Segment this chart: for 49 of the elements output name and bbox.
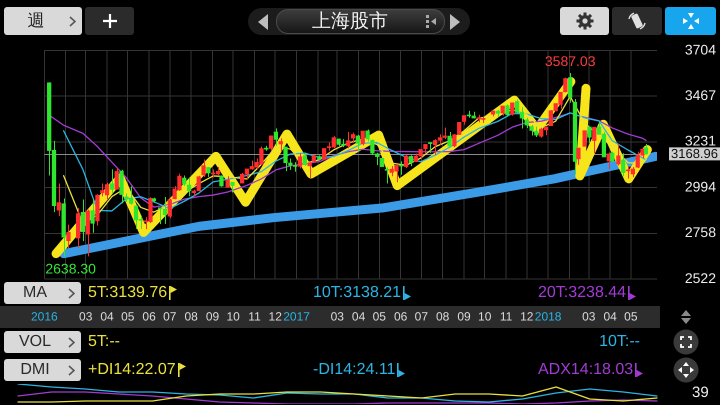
ref-line-label: 3168.96 (671, 146, 718, 161)
x-tick-label: 11 (500, 310, 513, 324)
legend-label: +DI14:22.07 (88, 361, 176, 379)
y-tick-label: 3467 (684, 87, 716, 104)
x-tick-label: 08 (436, 310, 450, 324)
x-tick-label: 12 (268, 310, 282, 324)
x-tick-label: 05 (372, 310, 386, 324)
legend-label: 5T:3139.76 (88, 284, 168, 302)
period-button: 週 (4, 7, 82, 35)
y-tick-label: 2522 (684, 270, 716, 286)
x-tick-label: 04 (352, 310, 366, 324)
annotation: 3587.03 (544, 52, 596, 69)
legend-label: -DI14:24.11 (313, 361, 396, 379)
text: 10T:-- (599, 332, 640, 352)
y-tick-label: 2994 (684, 178, 716, 195)
x-tick-label: 06 (394, 310, 408, 324)
x-tick-label: 03 (582, 310, 596, 324)
text: 5T:-- (88, 332, 120, 352)
x-tick-label: 2016 (30, 310, 58, 324)
x-tick-label: 08 (184, 310, 198, 324)
x-tick-label: 04 (603, 310, 618, 324)
annotation: 2638.30 (45, 260, 96, 276)
x-tick-label: 10 (226, 310, 240, 324)
x-tick-label: 07 (163, 310, 177, 324)
x-tick-label: 09 (457, 310, 472, 324)
x-tick-label: 12 (520, 310, 534, 324)
x-tick-label: 11 (248, 310, 262, 324)
dmi-button: DMI (4, 359, 81, 381)
x-tick-label: 03 (330, 310, 344, 324)
x-tick-label: 10 (478, 310, 492, 324)
x-tick-label: 04 (100, 310, 114, 324)
x-tick-label: 06 (142, 310, 156, 324)
ma-button: MA (4, 282, 81, 304)
x-tick-label: 05 (121, 310, 135, 324)
x-tick-label: 07 (414, 310, 428, 324)
x-tick-label: 09 (206, 310, 220, 324)
vol-button: VOL (4, 331, 81, 353)
legend-label: ADX14:18.03 (538, 361, 634, 379)
y-tick-label: 2758 (684, 224, 716, 240)
x-tick-label: 03 (79, 310, 93, 324)
legend-label: 10T:3138.21 (313, 284, 402, 302)
chart-title: 上海股市 (311, 10, 389, 33)
title-field: 上海股市 (276, 9, 445, 34)
x-tick-label: 2018 (534, 310, 562, 324)
x-tick-label: 05 (624, 310, 638, 324)
legend-label: 20T:3238.44 (538, 284, 626, 302)
y-tick-label: 3704 (684, 41, 716, 58)
text: 39 (692, 384, 709, 402)
x-tick-label: 2017 (283, 310, 310, 324)
